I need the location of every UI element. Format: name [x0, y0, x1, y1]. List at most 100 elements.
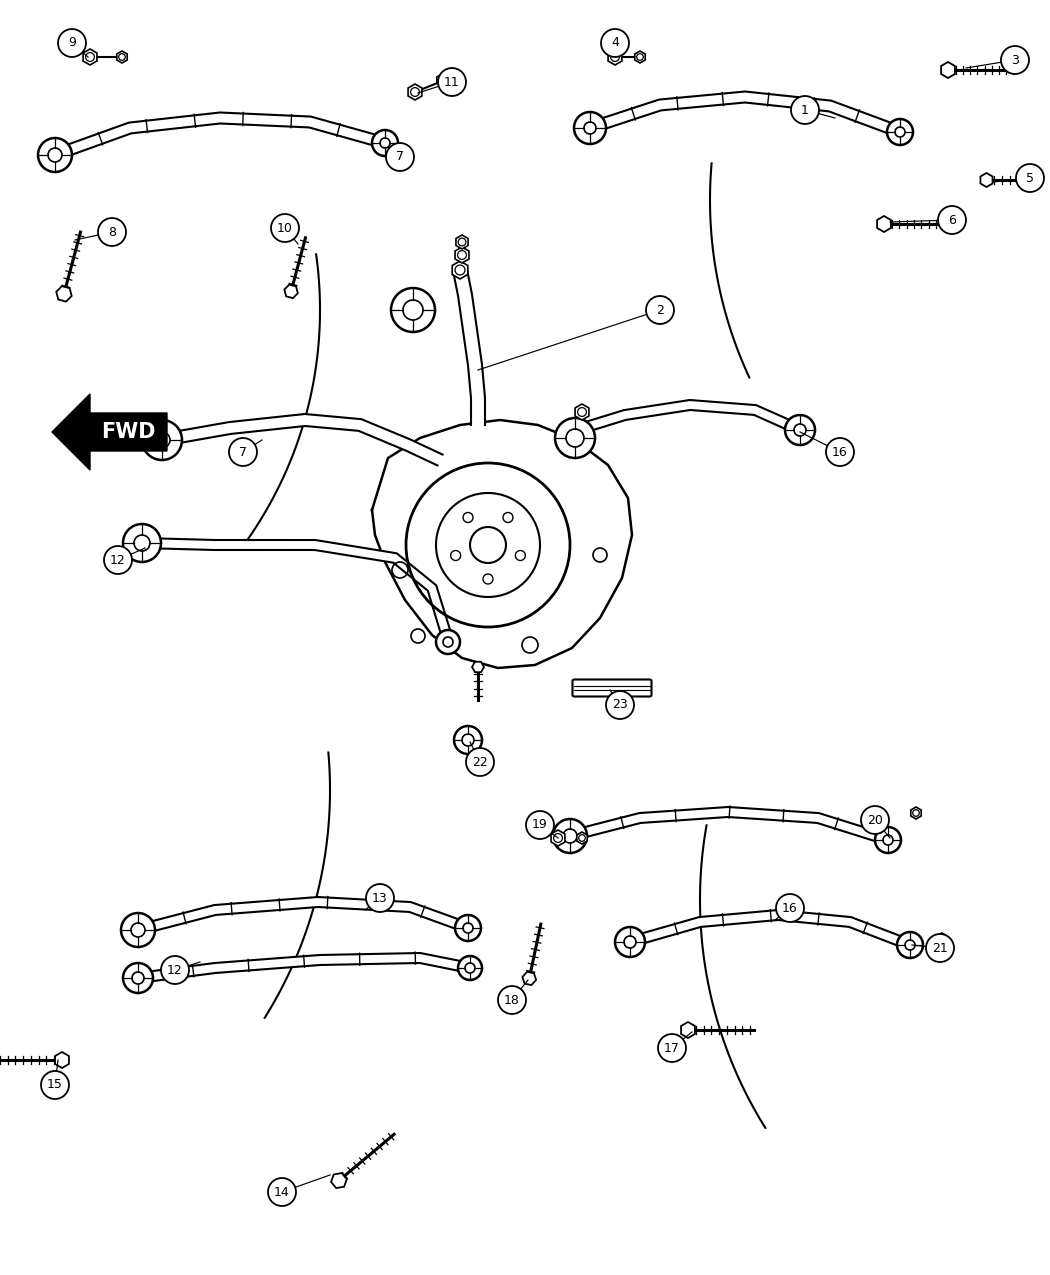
- Circle shape: [1001, 46, 1029, 74]
- Circle shape: [584, 122, 596, 134]
- Circle shape: [372, 130, 398, 156]
- Circle shape: [41, 1071, 69, 1099]
- Circle shape: [386, 143, 414, 171]
- Text: 16: 16: [782, 901, 798, 914]
- Text: 13: 13: [372, 891, 387, 904]
- Circle shape: [392, 562, 408, 578]
- Text: 11: 11: [444, 75, 460, 88]
- Circle shape: [161, 956, 189, 984]
- Circle shape: [606, 691, 634, 719]
- Circle shape: [123, 524, 161, 562]
- Circle shape: [516, 551, 525, 561]
- Circle shape: [380, 138, 390, 148]
- Circle shape: [462, 734, 474, 746]
- Circle shape: [366, 884, 394, 912]
- Text: 15: 15: [47, 1079, 63, 1091]
- Polygon shape: [437, 74, 447, 85]
- Text: 9: 9: [68, 37, 76, 50]
- Text: 4: 4: [611, 37, 618, 50]
- Text: 10: 10: [277, 222, 293, 235]
- Text: 18: 18: [504, 993, 520, 1006]
- Text: 2: 2: [656, 303, 664, 316]
- Circle shape: [611, 52, 619, 61]
- Circle shape: [826, 439, 854, 465]
- Text: 6: 6: [948, 213, 956, 227]
- Circle shape: [154, 432, 170, 448]
- Polygon shape: [575, 404, 589, 419]
- Circle shape: [403, 300, 423, 320]
- Circle shape: [465, 963, 475, 973]
- Circle shape: [121, 913, 155, 947]
- Polygon shape: [523, 972, 537, 986]
- Circle shape: [438, 68, 466, 96]
- Circle shape: [119, 54, 125, 60]
- Text: 8: 8: [108, 226, 116, 238]
- Polygon shape: [877, 215, 891, 232]
- Circle shape: [142, 419, 182, 460]
- Text: FWD: FWD: [101, 422, 155, 442]
- Circle shape: [454, 725, 482, 754]
- Circle shape: [411, 88, 419, 97]
- Circle shape: [458, 238, 466, 246]
- Circle shape: [450, 551, 461, 561]
- Circle shape: [268, 1178, 296, 1206]
- Text: 7: 7: [239, 445, 247, 459]
- Circle shape: [229, 439, 257, 465]
- Polygon shape: [55, 1052, 69, 1068]
- Circle shape: [38, 138, 72, 172]
- Polygon shape: [54, 112, 386, 161]
- Circle shape: [458, 251, 466, 259]
- Polygon shape: [588, 92, 902, 138]
- Text: 12: 12: [110, 553, 126, 566]
- Text: 3: 3: [1011, 54, 1018, 66]
- Circle shape: [526, 811, 554, 839]
- Circle shape: [897, 932, 923, 958]
- Polygon shape: [285, 284, 298, 298]
- Polygon shape: [635, 51, 645, 62]
- Circle shape: [466, 748, 493, 776]
- Circle shape: [406, 463, 570, 627]
- Polygon shape: [142, 538, 453, 641]
- Polygon shape: [608, 48, 622, 65]
- Circle shape: [593, 548, 607, 562]
- Circle shape: [463, 513, 472, 523]
- Circle shape: [555, 418, 595, 458]
- Circle shape: [463, 923, 472, 933]
- Polygon shape: [453, 261, 468, 279]
- FancyBboxPatch shape: [572, 680, 651, 696]
- Circle shape: [86, 52, 94, 61]
- Circle shape: [123, 963, 153, 993]
- Text: 22: 22: [472, 756, 488, 769]
- Circle shape: [483, 574, 493, 584]
- Circle shape: [503, 513, 513, 523]
- Circle shape: [887, 119, 914, 145]
- Polygon shape: [408, 84, 422, 99]
- Circle shape: [579, 835, 585, 842]
- Circle shape: [658, 1034, 686, 1062]
- Circle shape: [636, 54, 644, 60]
- Polygon shape: [981, 173, 992, 187]
- Text: 20: 20: [867, 813, 883, 826]
- Circle shape: [601, 29, 629, 57]
- Circle shape: [1016, 164, 1044, 193]
- Circle shape: [938, 207, 966, 235]
- Circle shape: [436, 630, 460, 654]
- Circle shape: [455, 265, 465, 275]
- Circle shape: [578, 408, 586, 417]
- Text: 14: 14: [274, 1186, 290, 1198]
- Circle shape: [58, 29, 86, 57]
- Circle shape: [439, 76, 445, 83]
- Circle shape: [436, 493, 540, 597]
- Polygon shape: [83, 48, 97, 65]
- Circle shape: [271, 214, 299, 242]
- Polygon shape: [559, 400, 802, 440]
- Text: 12: 12: [167, 964, 183, 977]
- Circle shape: [498, 986, 526, 1014]
- Polygon shape: [52, 394, 167, 470]
- Text: 21: 21: [932, 941, 948, 955]
- Circle shape: [574, 112, 606, 144]
- Polygon shape: [372, 419, 632, 668]
- Circle shape: [624, 936, 636, 949]
- Polygon shape: [472, 662, 484, 672]
- Circle shape: [563, 829, 578, 843]
